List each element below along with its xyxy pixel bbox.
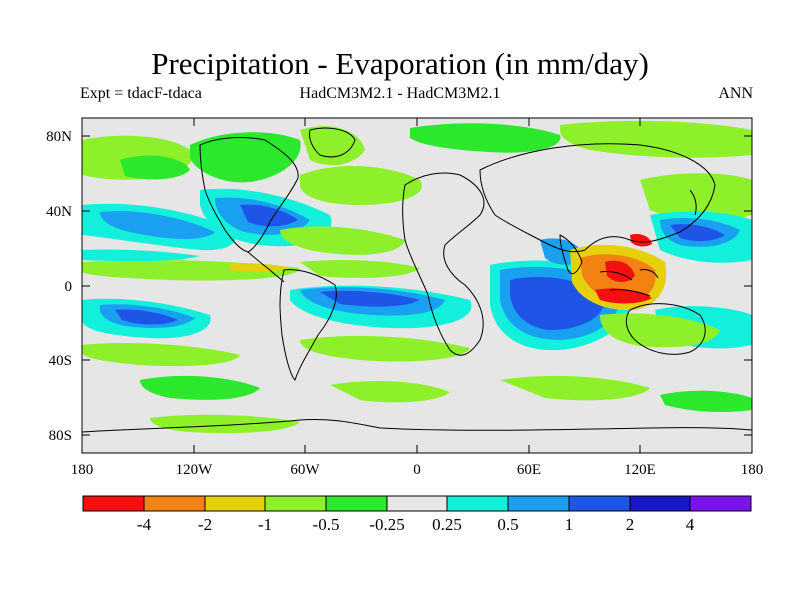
colorbar-swatch-7 xyxy=(446,495,509,512)
colorbar-swatch-8 xyxy=(507,495,570,512)
y-label-40s: 40S xyxy=(49,353,72,369)
colorbar-label-1: -4 xyxy=(137,515,152,534)
mid-atlantic-green xyxy=(280,226,405,255)
colorbar-label-6: 0.25 xyxy=(432,515,462,534)
x-tick-marks xyxy=(81,118,753,453)
colorbar-label-3: -1 xyxy=(258,515,272,534)
colorbar-label-9: 2 xyxy=(626,515,635,534)
india-coast xyxy=(559,234,583,275)
siberia-green xyxy=(560,120,752,158)
colorbar-swatch-11 xyxy=(689,495,752,512)
itcz-yellow xyxy=(230,263,290,272)
colorbar-swatch-2 xyxy=(143,495,206,512)
north-pacific-moist xyxy=(120,155,190,180)
south-atlantic-green xyxy=(300,335,470,362)
southern-green-d xyxy=(660,390,752,413)
greenland-coast xyxy=(309,127,356,158)
north-atlantic-band xyxy=(300,165,422,205)
plot-title: Precipitation - Evaporation (in mm/day) xyxy=(151,46,649,81)
japan-coast xyxy=(689,189,697,216)
south-pacific-darkblue xyxy=(115,309,178,325)
australia-green xyxy=(600,313,720,348)
north-america-coast xyxy=(199,137,299,253)
y-tick-marks xyxy=(82,135,752,436)
x-label-120w: 120W xyxy=(176,462,214,478)
colorbar-swatch-6 xyxy=(386,495,448,512)
asia-coast xyxy=(479,143,716,253)
south-america-coast xyxy=(279,269,337,381)
colorbar-swatch-4 xyxy=(264,495,327,512)
greenland-green xyxy=(300,126,365,166)
antarctic-green xyxy=(150,414,300,434)
colorbar-swatch-10 xyxy=(629,495,691,512)
south-atlantic-darkblue xyxy=(320,290,420,307)
colorbar: -4 -2 -1 -0.5 -0.25 0.25 0.5 1 2 4 xyxy=(82,495,752,534)
x-label-60w: 60W xyxy=(290,462,320,478)
season-label: ANN xyxy=(718,85,753,102)
east-asia-green xyxy=(640,173,752,222)
north-pacific-blue-band xyxy=(100,211,215,239)
colorbar-swatch-1 xyxy=(82,495,145,512)
colorbar-swatch-9 xyxy=(568,495,631,512)
x-label-0: 0 xyxy=(413,462,421,478)
west-pacific-darkblue xyxy=(670,224,725,242)
southern-green-c xyxy=(500,375,650,401)
atlantic-itcz-green xyxy=(300,260,420,278)
field-layer xyxy=(82,118,752,453)
south-china-sea-red xyxy=(630,234,652,247)
y-label-80n: 80N xyxy=(46,129,72,145)
model-label: HadCM3M2.1 - HadCM3M2.1 xyxy=(299,85,501,102)
experiment-label: Expt = tdacF-tdaca xyxy=(80,85,202,102)
antarctica-coast xyxy=(82,418,752,433)
y-label-40n: 40N xyxy=(46,204,72,220)
colorbar-label-8: 1 xyxy=(565,515,574,534)
x-label-180-right: 180 xyxy=(741,462,764,478)
colorbar-swatch-3 xyxy=(204,495,266,512)
coastlines xyxy=(82,127,752,433)
y-label-0: 0 xyxy=(65,279,73,295)
europe-africa-coast xyxy=(402,172,485,356)
australia-coast xyxy=(625,303,706,355)
central-america-coast xyxy=(247,251,285,283)
colorbar-label-10: 4 xyxy=(686,515,695,534)
colorbar-label-4: -0.5 xyxy=(313,515,340,534)
x-label-60e: 60E xyxy=(517,462,541,478)
southern-green-a xyxy=(140,375,260,400)
south-pacific-green xyxy=(82,343,240,367)
x-label-120e: 120E xyxy=(624,462,656,478)
colorbar-swatch-5 xyxy=(325,495,388,512)
itcz-cyan xyxy=(82,249,200,262)
colorbar-label-7: 0.5 xyxy=(497,515,518,534)
y-label-80s: 80S xyxy=(49,428,72,444)
indonesia-coast xyxy=(599,269,659,297)
x-label-180-left: 180 xyxy=(71,462,94,478)
europe-band xyxy=(410,123,561,153)
colorbar-label-2: -2 xyxy=(198,515,212,534)
colorbar-label-5: -0.25 xyxy=(369,515,404,534)
southern-green-b xyxy=(330,380,450,403)
gulf-stream-darkblue xyxy=(240,204,298,227)
